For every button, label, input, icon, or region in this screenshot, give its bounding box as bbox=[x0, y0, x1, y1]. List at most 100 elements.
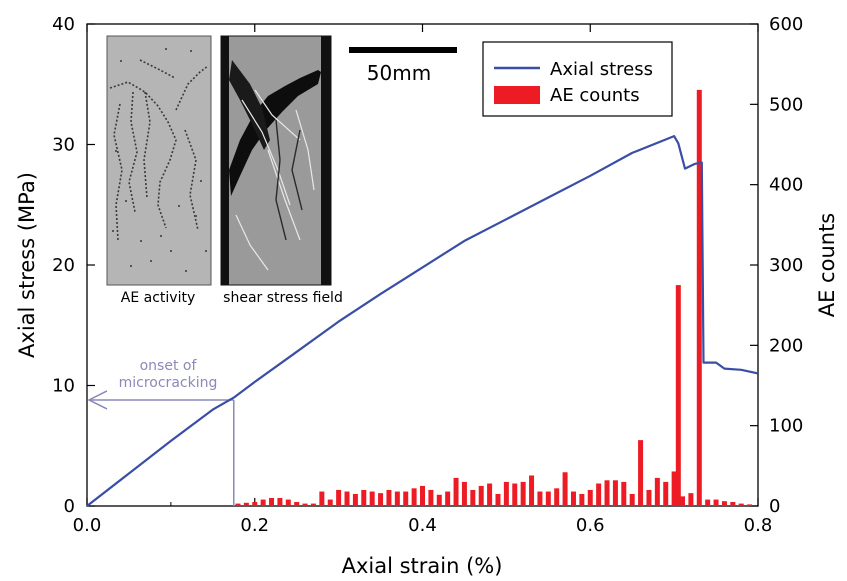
ae-count-bar bbox=[730, 501, 736, 506]
y-tick-label: 0 bbox=[64, 496, 75, 517]
ae-count-bar bbox=[696, 89, 702, 506]
ae-count-bar bbox=[654, 477, 660, 506]
legend-label-ae-counts: AE counts bbox=[550, 85, 640, 106]
legend-swatch-ae-counts bbox=[494, 86, 540, 104]
inset-caption-shear-stress: shear stress field bbox=[223, 290, 343, 306]
ae-count-bar bbox=[260, 499, 266, 506]
y2-tick-label: 200 bbox=[769, 335, 803, 356]
ae-count-bar bbox=[269, 497, 275, 506]
ae-count-bar bbox=[705, 499, 711, 506]
y2-tick-label: 0 bbox=[769, 496, 780, 517]
ae-count-bar bbox=[629, 493, 635, 506]
ae-count-bar bbox=[478, 485, 484, 506]
ae-activity-cracks bbox=[109, 59, 209, 241]
ae-count-bar bbox=[713, 499, 719, 506]
ae-count-bar bbox=[361, 489, 367, 506]
ae-count-bar bbox=[378, 493, 384, 506]
ae-count-bar bbox=[747, 504, 753, 506]
ae-count-bar bbox=[394, 491, 400, 506]
ae-count-bar bbox=[302, 503, 308, 506]
ae-count-bar bbox=[461, 481, 467, 506]
ae-count-bar bbox=[344, 491, 350, 506]
x-tick-label: 0.4 bbox=[408, 515, 437, 536]
ae-count-bar bbox=[428, 489, 434, 506]
x-tick-label: 0.0 bbox=[73, 515, 102, 536]
ae-count-bar bbox=[646, 489, 652, 506]
ae-count-bar bbox=[721, 501, 727, 506]
ae-count-bar bbox=[453, 477, 459, 506]
ae-count-bar bbox=[621, 481, 627, 506]
ae-activity-specks bbox=[112, 48, 207, 272]
ae-count-bar bbox=[235, 503, 241, 506]
shear-stress-dark-streaks bbox=[275, 119, 303, 241]
ae-count-bar bbox=[671, 471, 677, 506]
ae-count-bar bbox=[612, 480, 618, 506]
ae-count-bar bbox=[243, 502, 249, 506]
ae-count-bar bbox=[738, 503, 744, 506]
ae-count-bar bbox=[252, 501, 258, 506]
axes-layer: 0.0 0.2 0.4 0.6 0.80102030400100200300400500… bbox=[52, 14, 803, 536]
ae-count-bar bbox=[529, 475, 535, 506]
axial-stress-line bbox=[86, 135, 759, 507]
ae-count-bar bbox=[570, 491, 576, 506]
y-axis-label: Axial stress (MPa) bbox=[15, 172, 39, 358]
ae-count-bar bbox=[403, 491, 409, 506]
inset-caption-ae-activity: AE activity bbox=[121, 290, 195, 306]
x-tick-label: 0.2 bbox=[240, 515, 269, 536]
legend: Axial stress AE counts bbox=[482, 41, 673, 117]
y2-tick-label: 600 bbox=[769, 14, 803, 35]
ae-count-bar bbox=[537, 491, 543, 506]
annotation-label: microcracking bbox=[119, 375, 218, 391]
y-tick-label: 10 bbox=[52, 376, 75, 397]
ae-count-bar bbox=[319, 491, 325, 506]
ae-count-bar bbox=[336, 489, 342, 506]
ae-count-bar bbox=[445, 491, 451, 506]
ae-count-bar bbox=[604, 480, 610, 506]
ae-count-bar bbox=[310, 503, 316, 506]
ae-count-bar bbox=[554, 488, 560, 506]
ae-count-bar bbox=[277, 497, 283, 506]
y2-axis-label: AE counts bbox=[815, 213, 839, 318]
y2-tick-label: 300 bbox=[769, 255, 803, 276]
ae-count-bar bbox=[545, 491, 551, 506]
ae-count-bar bbox=[495, 493, 501, 506]
scale-bar bbox=[349, 47, 457, 53]
ae-count-bar bbox=[587, 489, 593, 506]
ae-count-bar bbox=[285, 499, 291, 506]
ae-count-bar bbox=[596, 483, 602, 506]
ae-count-bar bbox=[436, 494, 442, 506]
shear-stress-streaks bbox=[235, 89, 315, 271]
ae-count-bar bbox=[663, 481, 669, 506]
shear-stress-right-edge bbox=[321, 36, 331, 285]
ae-count-bar bbox=[294, 501, 300, 506]
ae-count-bar bbox=[411, 488, 417, 506]
ae-count-bar bbox=[487, 483, 493, 506]
ae-count-bar bbox=[327, 499, 333, 506]
x-axis-label: Axial strain (%) bbox=[342, 554, 503, 578]
y-tick-label: 40 bbox=[52, 14, 75, 35]
annotation-label: onset of bbox=[140, 358, 198, 374]
ae-count-bar bbox=[352, 493, 358, 506]
ae-count-bar bbox=[520, 481, 526, 506]
y-tick-label: 20 bbox=[52, 255, 75, 276]
ae-count-bar bbox=[512, 483, 518, 506]
ae-count-bar bbox=[420, 485, 425, 506]
scale-bar-label: 50mm bbox=[367, 61, 431, 85]
ae-count-bar bbox=[688, 493, 694, 506]
x-tick-label: 0.8 bbox=[744, 515, 773, 536]
y2-tick-label: 100 bbox=[769, 416, 803, 437]
inset-images bbox=[106, 35, 332, 286]
axial-stress-polyline bbox=[86, 135, 759, 507]
ae-count-bar bbox=[562, 472, 568, 506]
ae-count-bar bbox=[680, 496, 686, 506]
ae-counts-bars bbox=[235, 89, 753, 506]
annotation-arrow-head bbox=[87, 390, 108, 410]
ae-count-bar bbox=[386, 489, 392, 506]
y2-tick-label: 400 bbox=[769, 175, 803, 196]
y-tick-label: 30 bbox=[52, 135, 75, 156]
ae-count-bar bbox=[369, 491, 375, 506]
shear-stress-left-edge bbox=[221, 36, 229, 285]
ae-count-bar bbox=[579, 493, 585, 506]
